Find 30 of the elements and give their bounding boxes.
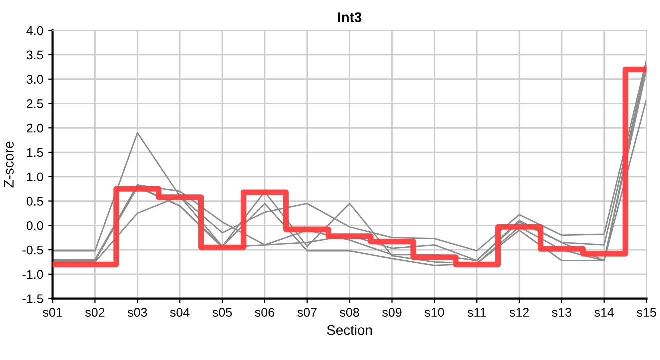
- x-tick-label: s12: [510, 308, 529, 318]
- x-tick-label: s02: [86, 308, 105, 318]
- x-tick-label: s06: [255, 308, 274, 318]
- x-tick-label: s15: [637, 308, 656, 318]
- x-tick-label: s04: [170, 308, 190, 318]
- y-tick-label: -1.5: [22, 294, 44, 304]
- x-tick-label: s03: [128, 308, 148, 318]
- chart-title: Int3: [338, 12, 362, 22]
- x-tick-label: s11: [468, 308, 486, 318]
- x-tick-label: s08: [340, 308, 360, 318]
- y-tick-label: -1.0: [22, 270, 44, 280]
- y-tick-label: 3.5: [26, 50, 44, 60]
- x-tick-label: s09: [382, 308, 402, 318]
- x-tick-label: s10: [424, 308, 444, 318]
- y-tick-label: 3.0: [26, 75, 44, 84]
- y-tick-label: 2.0: [27, 124, 44, 133]
- y-tick-label: 1.0: [27, 172, 44, 182]
- x-tick-label: s07: [298, 308, 317, 318]
- x-axis-title: Section: [327, 325, 372, 336]
- x-tick-label: s01: [43, 308, 62, 318]
- y-tick-label: 1.5: [27, 148, 44, 158]
- y-tick-label: 2.5: [27, 100, 44, 108]
- y-tick-label: 4.0: [26, 26, 44, 36]
- x-tick-label: s13: [552, 308, 572, 318]
- y-tick-label: 0.5: [26, 197, 44, 206]
- y-axis-title: Z-score: [4, 142, 14, 188]
- x-tick-label: s14: [594, 308, 614, 318]
- x-tick-label: s05: [212, 308, 232, 318]
- y-tick-label: 0.0: [26, 221, 44, 230]
- y-tick-label: -0.5: [22, 246, 44, 255]
